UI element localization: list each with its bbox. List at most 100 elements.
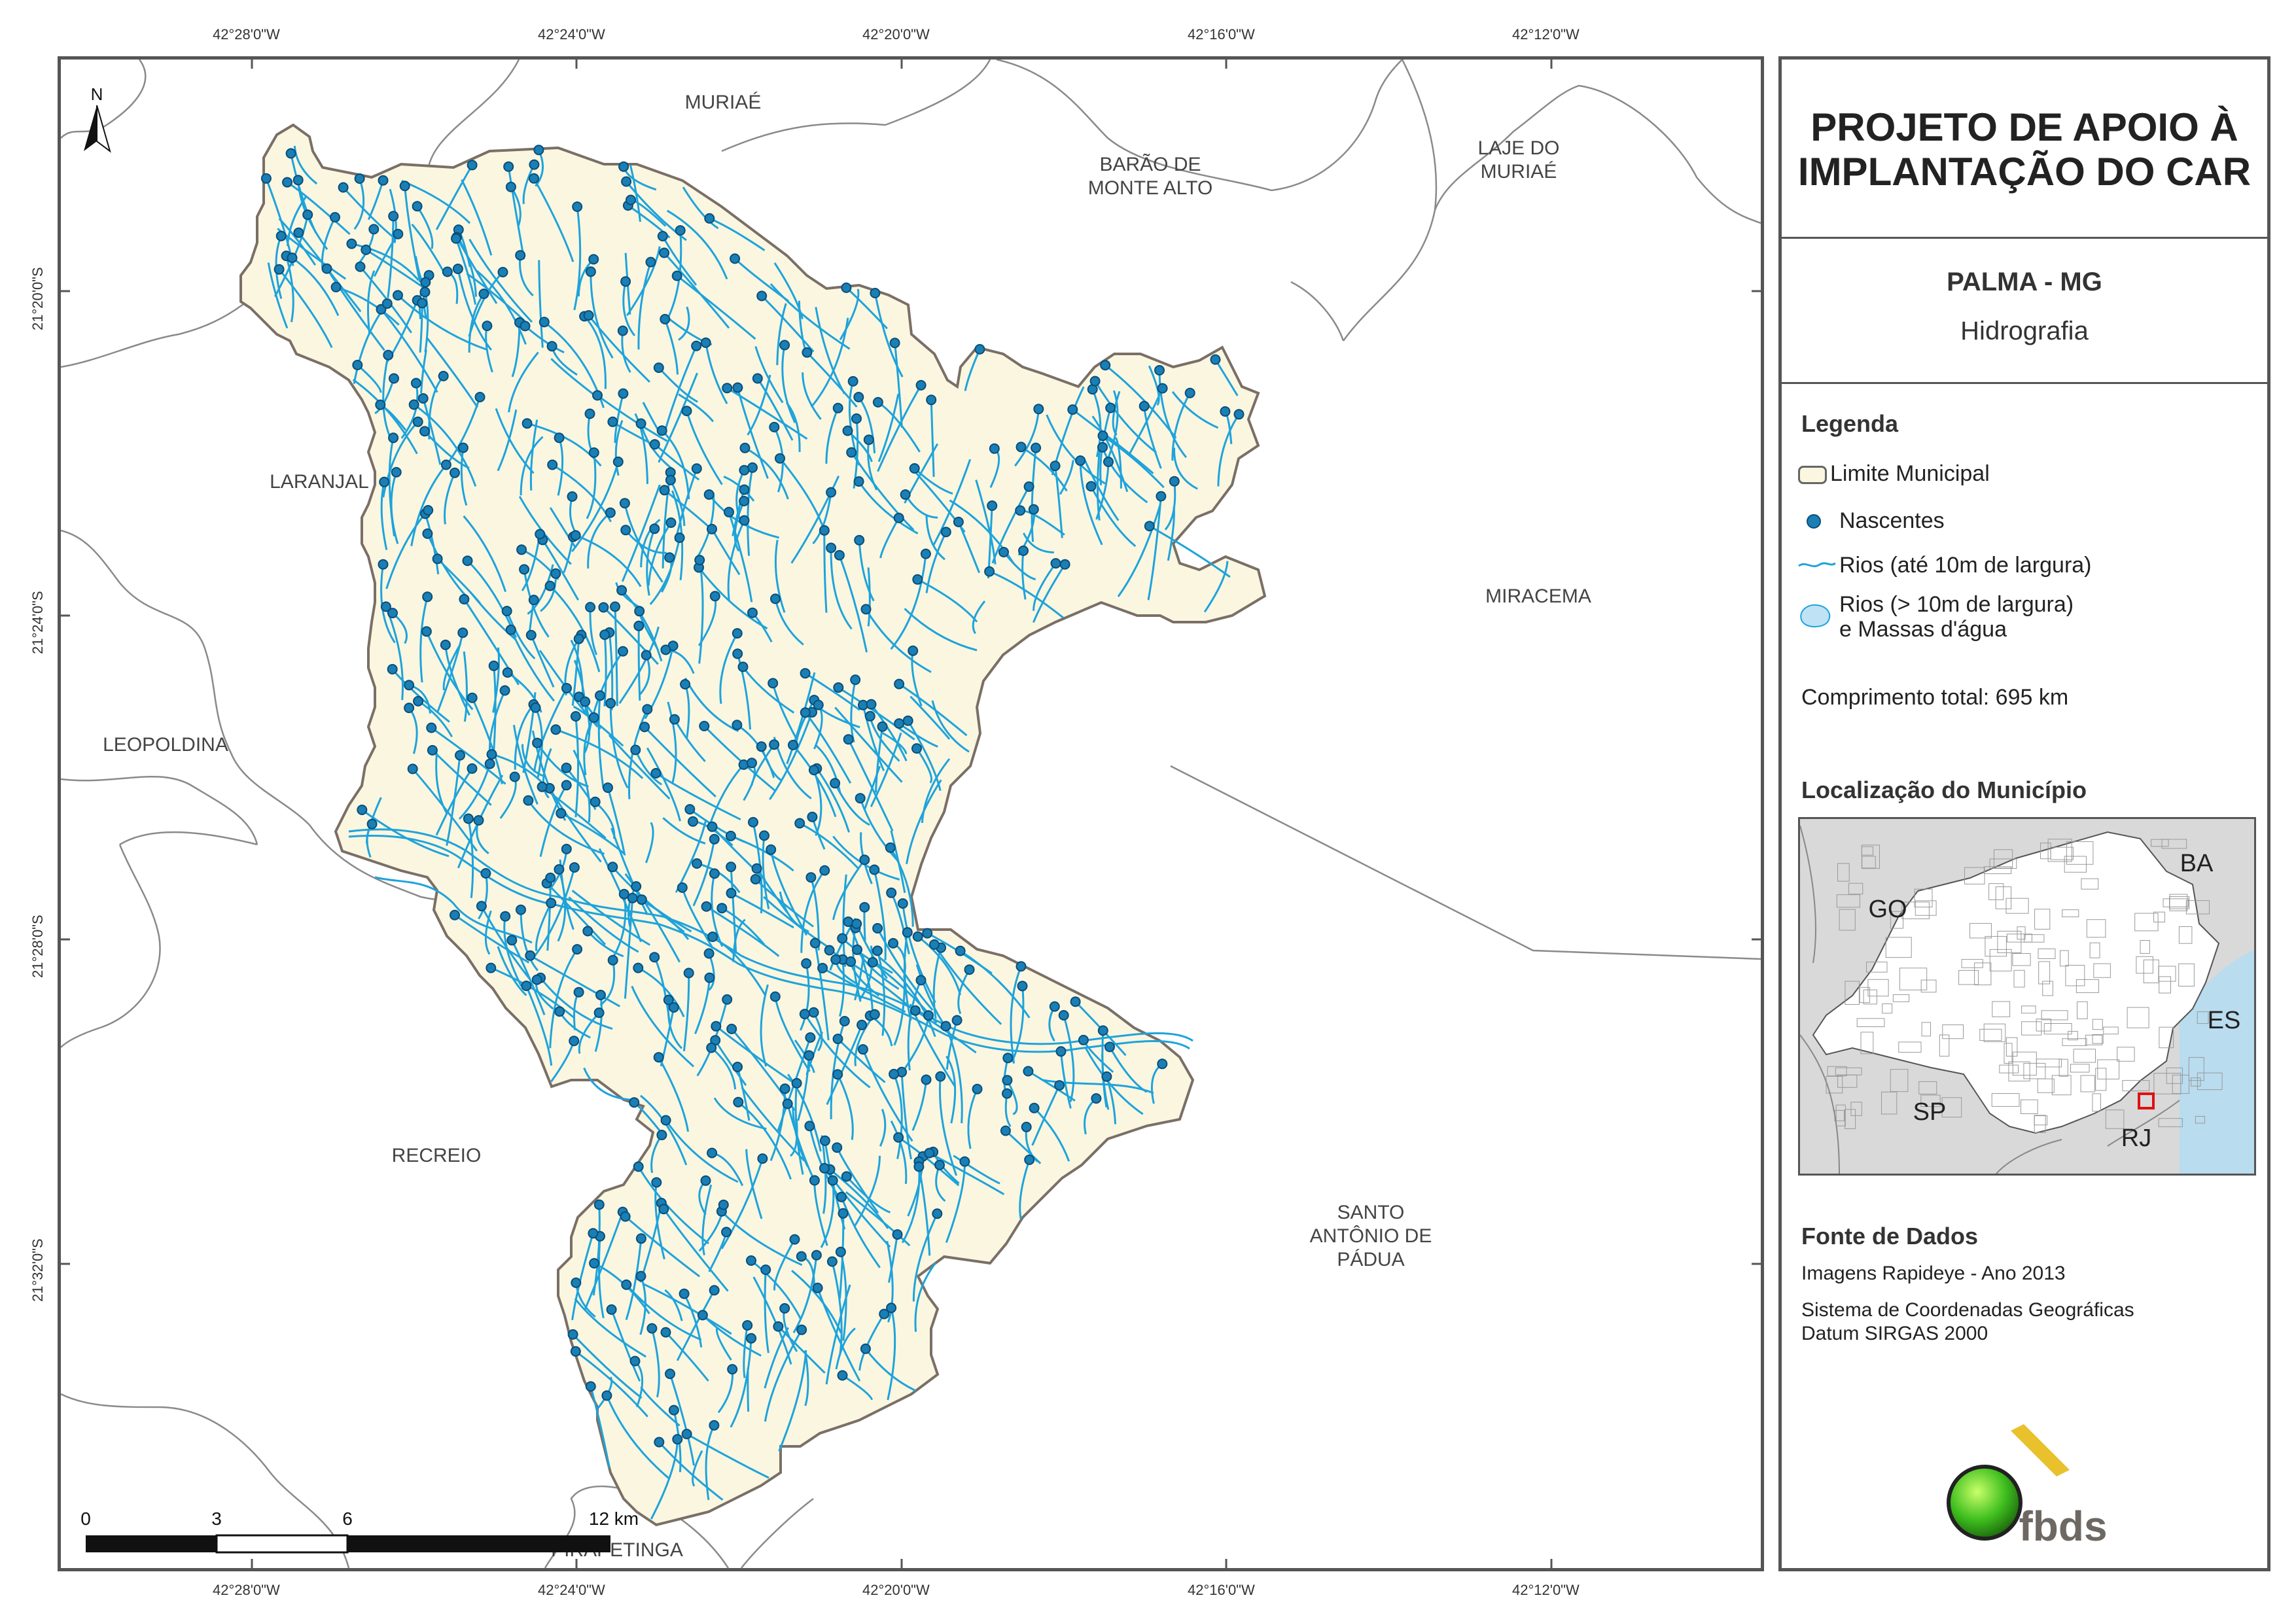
spring-point xyxy=(1024,1154,1035,1165)
stream xyxy=(644,726,716,797)
label-leopoldina: LEOPOLDINA xyxy=(103,734,228,756)
spring-point xyxy=(1089,375,1101,387)
inset-municipality xyxy=(2163,898,2189,907)
stream xyxy=(932,459,972,547)
spring-point xyxy=(532,737,543,748)
stream xyxy=(834,707,903,783)
spring-point xyxy=(704,213,715,224)
map-theme: Hidrografia xyxy=(1960,317,2089,345)
stream xyxy=(1101,447,1148,504)
spring-point xyxy=(321,263,332,274)
inset-municipality xyxy=(2092,1093,2101,1112)
stream xyxy=(533,177,574,262)
spring-point xyxy=(987,500,998,511)
stream xyxy=(654,444,700,481)
spring-point xyxy=(1139,400,1150,411)
spring-point xyxy=(633,962,644,973)
spring-point xyxy=(746,1255,756,1266)
spring-point xyxy=(656,1130,667,1140)
inset-municipality xyxy=(1988,883,2004,900)
stream xyxy=(754,878,814,928)
inset-municipality xyxy=(1989,949,2012,971)
inset-municipality xyxy=(2058,1058,2068,1077)
stream xyxy=(626,1283,702,1341)
inset-municipality xyxy=(1921,1022,1932,1037)
inset-municipality xyxy=(1992,1001,2011,1017)
spring-point xyxy=(570,711,581,722)
lat-label-4: 21°32'0"S xyxy=(29,1238,46,1302)
inset-municipality xyxy=(1835,1067,1862,1075)
inset-municipality xyxy=(2021,1005,2036,1014)
stream xyxy=(683,1293,703,1348)
spring-point xyxy=(700,337,711,348)
inset-municipality xyxy=(1991,1093,2020,1107)
lon-label-top-2: 42°24'0"W xyxy=(538,26,605,43)
stream xyxy=(507,166,525,260)
spring-point xyxy=(393,290,403,301)
stream xyxy=(817,1287,861,1382)
stream xyxy=(778,1350,807,1452)
stream xyxy=(463,651,468,722)
spring-point xyxy=(601,1390,612,1401)
map-frame[interactable]: MURIAÉ BARÃO DE MONTE ALTO LAJE DO MURIAÉ … xyxy=(58,56,1764,1571)
spring-point xyxy=(872,945,883,956)
stream xyxy=(838,555,868,653)
spring-point xyxy=(592,390,603,401)
inset-municipality xyxy=(1915,900,1937,916)
state-es: ES xyxy=(2208,1007,2241,1034)
stream xyxy=(287,196,307,247)
spring-point xyxy=(635,1270,646,1282)
stream xyxy=(512,724,539,805)
spring-point xyxy=(422,591,433,602)
stream xyxy=(578,1012,600,1054)
lon-label-bottom-4: 42°16'0"W xyxy=(1188,1582,1255,1598)
spring-point xyxy=(707,1147,718,1159)
inset-municipality xyxy=(2117,1047,2135,1062)
inset-municipality xyxy=(1866,962,1888,973)
scale-bar: 0 3 6 12 km xyxy=(80,1509,639,1554)
spring-point xyxy=(619,498,630,509)
stream xyxy=(925,514,945,561)
spring-point xyxy=(387,608,398,619)
stream xyxy=(1031,447,1037,542)
spring-point xyxy=(845,956,857,967)
stream xyxy=(733,500,745,552)
stream xyxy=(583,1067,631,1101)
spring-point xyxy=(500,911,511,922)
stream xyxy=(573,206,582,311)
stream xyxy=(890,1120,908,1184)
stream xyxy=(274,214,309,298)
stream xyxy=(1149,525,1231,578)
label-santo-antonio: SANTO ANTÔNIO DE PÁDUA xyxy=(1310,1202,1432,1270)
spring-point xyxy=(732,648,743,659)
spring-point xyxy=(651,1177,662,1188)
spring-point xyxy=(768,678,779,689)
label-laranjal: LARANJAL xyxy=(270,471,369,493)
spring-point xyxy=(378,175,389,186)
stream xyxy=(764,1269,769,1353)
spring-point xyxy=(893,1132,904,1143)
stream xyxy=(637,1166,710,1245)
stream xyxy=(397,294,487,351)
stream xyxy=(1203,561,1229,613)
stream xyxy=(906,779,942,864)
spring-point xyxy=(1070,996,1081,1007)
lat-label-2: 21°24'0"S xyxy=(29,591,46,654)
inset-municipality xyxy=(2161,839,2187,849)
inset-municipality xyxy=(1983,866,2012,875)
inset-municipality xyxy=(2085,1034,2103,1045)
stream xyxy=(678,393,715,423)
spring-point xyxy=(598,602,609,613)
spring-point xyxy=(537,781,548,792)
stream xyxy=(521,744,544,777)
inset-municipality xyxy=(2089,942,2100,958)
municipality-section: PALMA - MG Hidrografia xyxy=(1782,239,2267,384)
stream xyxy=(640,423,676,472)
inset-municipality xyxy=(1914,888,1933,908)
spring-point xyxy=(769,991,781,1002)
inset-municipality xyxy=(1861,845,1881,869)
stream xyxy=(525,985,553,1066)
stream xyxy=(530,635,555,688)
spring-point xyxy=(680,679,691,689)
spring-point xyxy=(1002,1088,1012,1099)
